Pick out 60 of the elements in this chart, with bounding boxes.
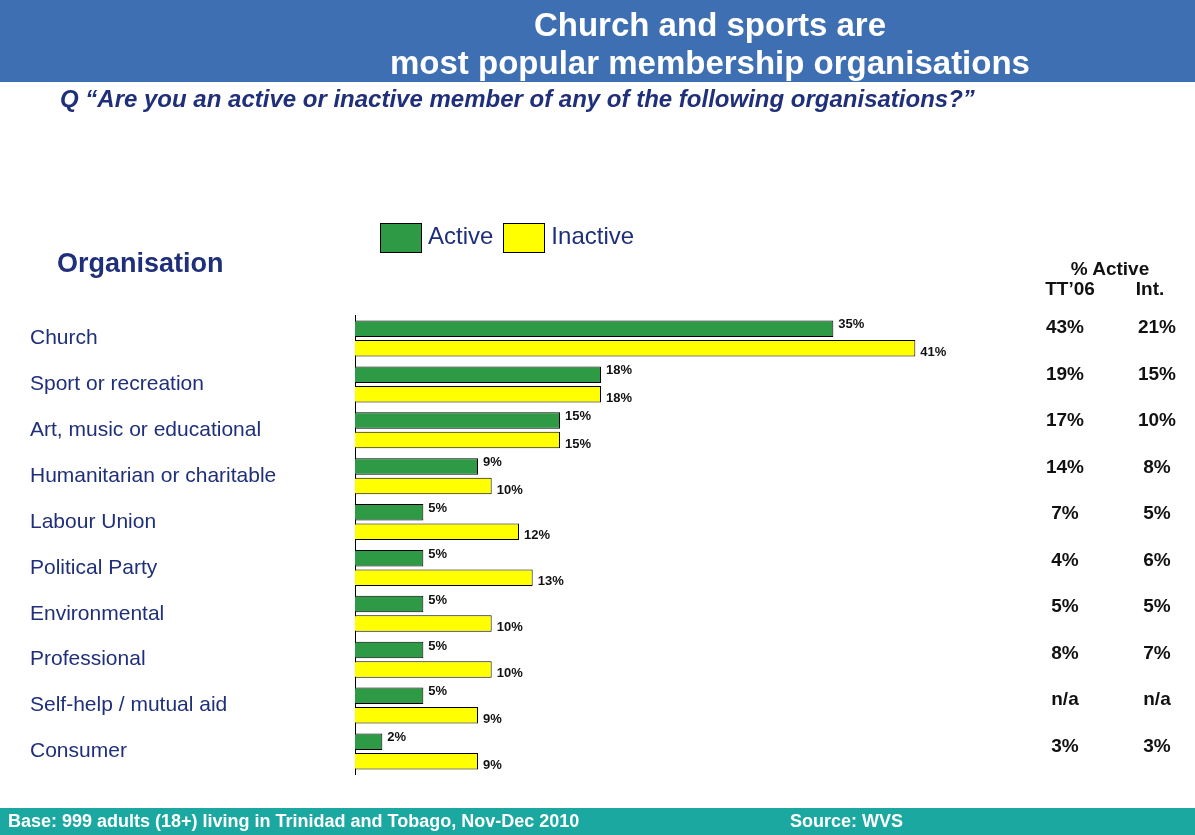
chart-subtitle: Q “Are you an active or inactive member of any of the following organisations?” (60, 85, 976, 112)
text: 5% (1050, 595, 1080, 617)
data-label: 2% (387, 729, 407, 745)
data-label: 12% (524, 527, 551, 543)
y-tick-label: Environmental (30, 600, 165, 624)
data-label: 10% (496, 619, 524, 635)
text: 8% (1050, 641, 1080, 664)
data-label: 35% (838, 316, 865, 332)
text: 5% (1142, 595, 1172, 617)
text: Int. (1134, 278, 1166, 300)
y-tick-label: Church (30, 325, 98, 349)
text: 5% (1142, 502, 1172, 524)
y-tick-label: Self-help / mutual aid (30, 692, 228, 716)
text: 6% (1142, 548, 1172, 571)
data-label: 18% (606, 389, 633, 405)
data-label: 5% (428, 683, 448, 699)
data-label: 5% (428, 637, 448, 653)
y-tick-label: Labour Union (30, 508, 157, 532)
text: 3% (1050, 734, 1080, 757)
y-tick-label: Professional (30, 646, 146, 670)
data-label: 41% (920, 343, 947, 359)
text: % Active (1069, 258, 1151, 280)
text: 19% (1045, 362, 1085, 385)
text: 15% (1137, 362, 1177, 385)
text: Base: 999 adults (18+) living in Trinidad and Tobago, Nov-Dec 2010 (8, 811, 580, 832)
legend-label: Active (427, 222, 494, 251)
y-tick-label: Sport or recreation (30, 371, 204, 395)
text: 8% (1142, 455, 1172, 478)
text: 43% (1045, 316, 1085, 338)
y-tick-label: Humanitarian or charitable (30, 462, 277, 486)
y-tick-label: Political Party (30, 554, 158, 578)
data-label: 9% (483, 454, 503, 470)
data-label: 9% (483, 710, 503, 726)
text: 10% (1137, 409, 1177, 431)
text: 17% (1045, 409, 1085, 431)
data-label: 5% (428, 545, 448, 561)
data-label: 9% (483, 756, 503, 772)
data-label: 18% (606, 362, 633, 378)
text: TT’06 (1044, 278, 1096, 300)
text: 7% (1050, 502, 1080, 524)
data-label: 15% (565, 408, 592, 424)
text: 14% (1045, 455, 1085, 478)
text: n/a (1142, 688, 1172, 710)
data-label: 13% (537, 573, 565, 589)
y-tick-label: Art, music or educational (30, 417, 262, 441)
chart-title: Church and sports are most popular membership organisations (389, 6, 1031, 82)
data-label: 5% (428, 499, 448, 515)
text: 7% (1142, 641, 1172, 664)
text: 21% (1137, 316, 1177, 338)
y-axis-title: Organisation (57, 248, 224, 279)
data-label: 10% (496, 481, 524, 497)
y-tick-label: Consumer (30, 738, 127, 762)
text: 3% (1142, 734, 1172, 757)
text: 4% (1050, 548, 1080, 571)
source-note: Source: WVS (790, 811, 904, 832)
data-label: 10% (496, 665, 524, 681)
data-label: 15% (565, 435, 592, 451)
data-label: 5% (428, 591, 448, 607)
legend-label: Inactive (550, 222, 635, 251)
text: n/a (1050, 688, 1080, 710)
